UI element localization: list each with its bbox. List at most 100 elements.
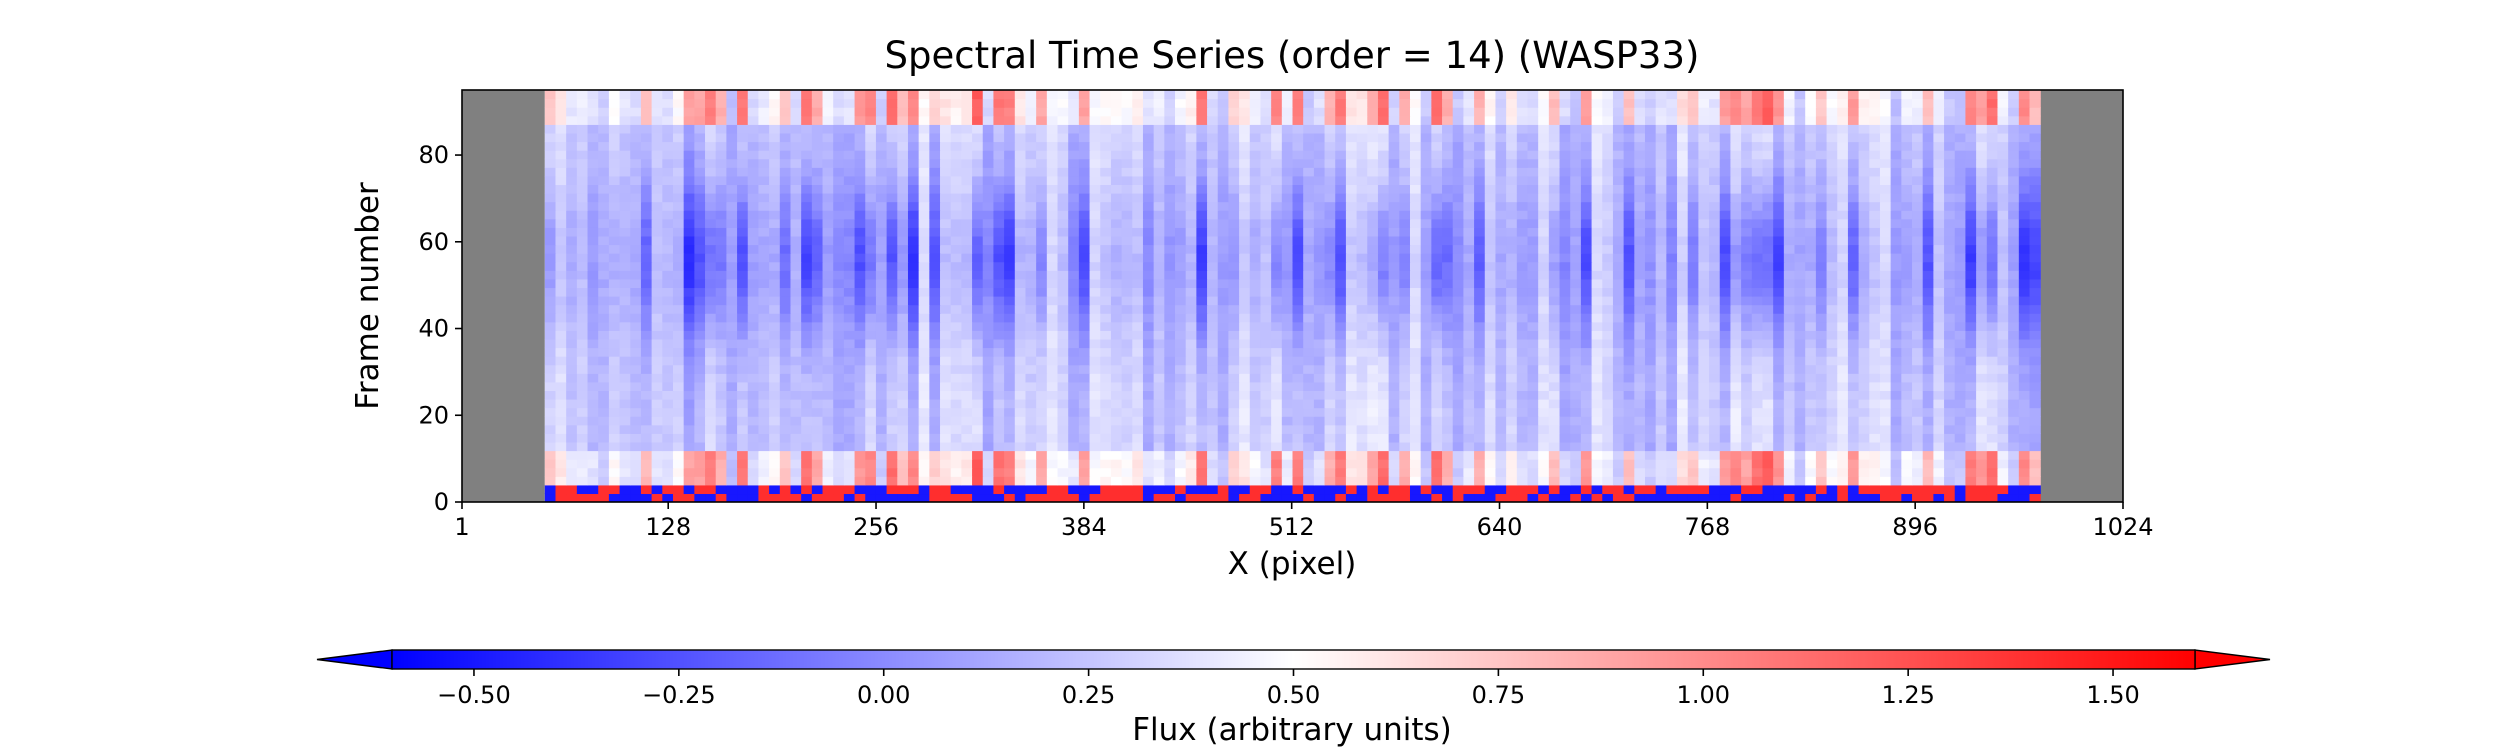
heatmap-cell bbox=[1356, 467, 1368, 477]
heatmap-cell bbox=[1260, 407, 1272, 417]
heatmap-cell bbox=[1185, 424, 1197, 434]
heatmap-cell bbox=[1751, 338, 1764, 349]
heatmap-cell bbox=[1025, 424, 1037, 434]
heatmap-cell bbox=[1538, 261, 1550, 271]
heatmap-cell bbox=[1709, 244, 1721, 254]
heatmap-cell bbox=[726, 399, 738, 409]
heatmap-cell bbox=[1356, 424, 1368, 434]
heatmap-cell bbox=[1217, 244, 1230, 254]
heatmap-cell bbox=[1249, 364, 1262, 374]
heatmap-cell bbox=[1442, 261, 1454, 271]
heatmap-cell bbox=[576, 201, 589, 211]
heatmap-cell bbox=[640, 476, 653, 486]
heatmap-cell bbox=[1463, 270, 1475, 280]
heatmap-cell bbox=[1591, 441, 1603, 452]
heatmap-cell bbox=[1773, 227, 1785, 237]
heatmap-cell bbox=[726, 296, 738, 306]
heatmap-cell bbox=[1997, 407, 2009, 417]
heatmap-cell bbox=[1292, 321, 1304, 331]
heatmap-cell bbox=[1377, 441, 1390, 452]
heatmap-cell bbox=[790, 321, 802, 331]
heatmap-cell bbox=[1217, 347, 1230, 357]
heatmap-cell bbox=[619, 441, 631, 452]
heatmap-cell bbox=[1014, 459, 1027, 469]
heatmap-cell bbox=[1847, 356, 1860, 366]
heatmap-cell bbox=[694, 390, 706, 400]
heatmap-cell bbox=[619, 201, 631, 211]
heatmap-cell bbox=[1570, 433, 1582, 443]
heatmap-cell bbox=[587, 364, 599, 374]
heatmap-cell bbox=[1014, 218, 1027, 228]
heatmap-cell bbox=[640, 210, 653, 220]
heatmap-cell bbox=[587, 210, 599, 220]
heatmap-cell bbox=[854, 441, 866, 452]
heatmap-cell bbox=[982, 201, 995, 211]
heatmap-cell bbox=[1057, 278, 1069, 289]
heatmap-cell bbox=[769, 278, 781, 289]
heatmap-cell bbox=[1869, 201, 1881, 211]
heatmap-cell bbox=[1922, 441, 1934, 452]
heatmap-cell bbox=[1655, 373, 1667, 383]
heatmap-cell bbox=[1132, 210, 1144, 220]
heatmap-cell bbox=[1698, 390, 1710, 400]
heatmap-cell bbox=[1698, 399, 1710, 409]
heatmap-cell bbox=[950, 270, 962, 280]
heatmap-cell bbox=[1175, 441, 1187, 452]
heatmap-cell bbox=[1741, 364, 1753, 374]
heatmap-cell bbox=[811, 399, 824, 409]
heatmap-cell bbox=[1506, 330, 1518, 340]
heatmap-cell bbox=[843, 210, 856, 220]
heatmap-cell bbox=[1004, 261, 1016, 271]
heatmap-cell bbox=[1260, 321, 1272, 331]
heatmap-cell bbox=[1709, 381, 1721, 392]
heatmap-cell bbox=[1997, 253, 2009, 263]
heatmap-cell bbox=[555, 261, 567, 271]
heatmap-cell bbox=[1068, 441, 1080, 452]
heatmap-cell bbox=[608, 407, 621, 417]
heatmap-cell bbox=[1997, 347, 2009, 357]
heatmap-cell bbox=[1303, 416, 1315, 426]
heatmap-cell bbox=[1036, 270, 1048, 280]
heatmap-cell bbox=[747, 313, 760, 323]
heatmap-cell bbox=[1164, 210, 1176, 220]
heatmap-cell bbox=[662, 321, 674, 331]
heatmap-cell bbox=[1132, 330, 1144, 340]
heatmap-cell bbox=[1698, 364, 1710, 374]
heatmap-cell bbox=[1612, 253, 1625, 263]
heatmap-cell bbox=[1185, 296, 1197, 306]
heatmap-cell bbox=[1730, 416, 1742, 426]
heatmap-cell bbox=[1217, 433, 1230, 443]
heatmap-cell bbox=[1527, 476, 1539, 486]
heatmap-cell bbox=[1121, 330, 1133, 340]
heatmap-cell bbox=[1452, 278, 1464, 289]
heatmap-cell bbox=[972, 390, 984, 400]
heatmap-cell bbox=[630, 210, 642, 220]
heatmap-cell bbox=[790, 476, 802, 486]
heatmap-cell bbox=[1313, 330, 1326, 340]
heatmap-cell bbox=[747, 296, 760, 306]
heatmap-cell bbox=[1100, 304, 1112, 314]
heatmap-cell bbox=[993, 321, 1005, 331]
heatmap-cell bbox=[1677, 304, 1689, 314]
heatmap-cell bbox=[694, 441, 706, 452]
heatmap-cell bbox=[1890, 459, 1902, 469]
heatmap-cell bbox=[1452, 476, 1464, 486]
heatmap-cell bbox=[1730, 467, 1742, 477]
heatmap-cell bbox=[1356, 201, 1368, 211]
heatmap-cell bbox=[1623, 493, 1635, 502]
heatmap-cell bbox=[811, 321, 824, 331]
heatmap-cell bbox=[662, 407, 674, 417]
heatmap-cell bbox=[1100, 484, 1112, 495]
heatmap-cell bbox=[1944, 261, 1956, 271]
heatmap-cell bbox=[726, 416, 738, 426]
heatmap-cell bbox=[1014, 270, 1027, 280]
heatmap-cell bbox=[1954, 381, 1967, 392]
heatmap-cell bbox=[1239, 416, 1251, 426]
heatmap-cell bbox=[747, 347, 760, 357]
heatmap-cell bbox=[1794, 218, 1806, 228]
heatmap-cell bbox=[1281, 287, 1294, 297]
heatmap-cell bbox=[940, 476, 952, 486]
heatmap-cell bbox=[1367, 441, 1379, 452]
heatmap-cell bbox=[822, 416, 834, 426]
heatmap-cell bbox=[1944, 201, 1956, 211]
